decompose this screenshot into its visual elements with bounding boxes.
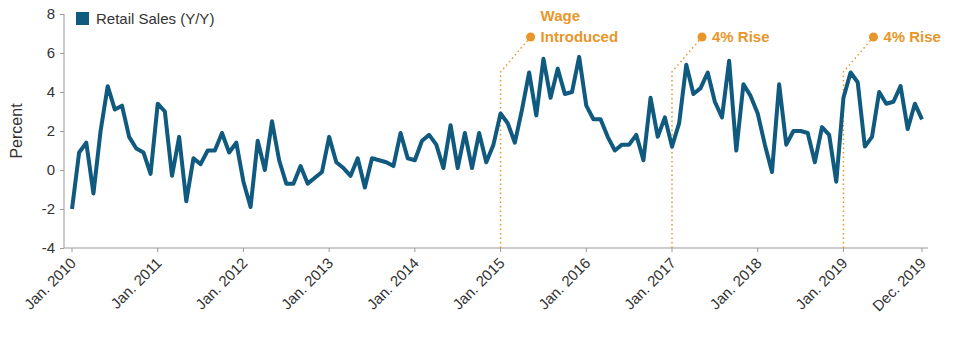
x-tick-label: Jan. 2010 (21, 254, 80, 313)
y-label: Percent (8, 103, 25, 159)
annotation-text: 4% Rise (712, 28, 770, 45)
annotation-text: German Min.WageIntroduced (541, 0, 632, 45)
x-tick (586, 248, 587, 252)
x-tick-label: Jan. 2015 (449, 254, 508, 313)
chart: -4 -2 0 2 4 6 8 Percent Jan. 2010 Jan. 2011 Jan. 2… (0, 0, 960, 341)
x-tick (843, 248, 844, 252)
y-tick-label: 4 (47, 83, 55, 100)
x-tick-label: Jan. 2013 (278, 254, 337, 313)
x-axis (64, 248, 928, 249)
x-tick (157, 248, 158, 252)
x-tick-label: Jan. 2011 (107, 254, 165, 312)
legend-label: Retail Sales (Y/Y) (96, 10, 214, 27)
x-tick-label: Jan. 2014 (363, 254, 422, 313)
x-tick-label: Jan. 2019 (792, 254, 851, 313)
annotation-dot (526, 33, 535, 42)
annotation-dot (698, 33, 707, 42)
y-tick (60, 209, 64, 210)
y-tick (60, 131, 64, 132)
x-tick-label: Jan. 2016 (535, 254, 594, 313)
y-tick (60, 170, 64, 171)
y-tick (60, 53, 64, 54)
x-tick (414, 248, 415, 252)
legend-swatch (76, 12, 89, 25)
y-tick (60, 14, 64, 15)
annotation-dot (869, 33, 878, 42)
series-line (72, 57, 922, 209)
x-tick (72, 248, 73, 252)
x-tick (243, 248, 244, 252)
plot-area (72, 57, 922, 209)
y-tick-label: -4 (42, 239, 55, 256)
x-tick (329, 248, 330, 252)
x-tick-label: Jan. 2012 (192, 254, 251, 313)
x-tick-label: Jan. 2018 (706, 254, 765, 313)
y-tick-label: 2 (47, 122, 55, 139)
y-tick-label: 8 (47, 5, 55, 22)
y-tick-label: 0 (47, 161, 55, 178)
annotation-text: 4% Rise (883, 28, 941, 45)
y-axis (64, 14, 65, 248)
y-tick-label: 6 (47, 44, 55, 61)
x-tick (672, 248, 673, 252)
x-tick-label: Dec. 2019 (869, 254, 929, 314)
x-tick (500, 248, 501, 252)
x-tick-label: Jan. 2017 (621, 254, 680, 313)
x-tick (922, 248, 923, 252)
y-tick (60, 92, 64, 93)
x-tick (757, 248, 758, 252)
y-tick (60, 248, 64, 249)
y-tick-label: -2 (42, 200, 55, 217)
